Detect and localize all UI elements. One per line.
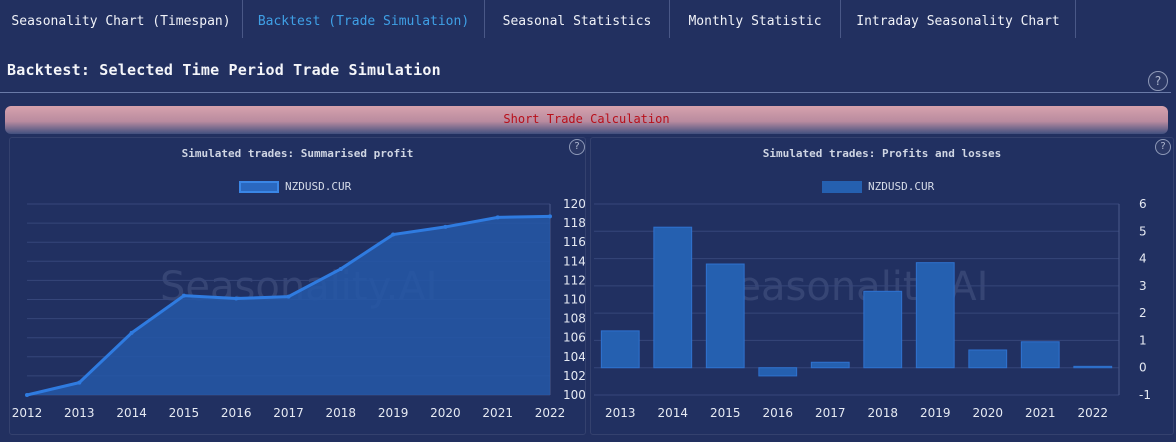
legend-swatch xyxy=(822,180,862,193)
y-tick-label: 3 xyxy=(1139,279,1147,293)
x-tick-label: 2018 xyxy=(326,406,357,420)
y-tick-label: 1 xyxy=(1139,333,1147,347)
data-point[interactable] xyxy=(234,296,239,301)
bar[interactable] xyxy=(915,262,955,369)
data-point[interactable] xyxy=(286,294,291,299)
y-tick-label: 118 xyxy=(563,216,585,230)
y-tick-label: 104 xyxy=(563,350,585,364)
bar[interactable] xyxy=(968,349,1008,369)
chart-title: Simulated trades: Profits and losses xyxy=(762,147,1002,160)
data-point[interactable] xyxy=(495,215,500,220)
y-tick-label: -1 xyxy=(1139,388,1151,402)
help-icon[interactable]: ? xyxy=(569,139,585,155)
tab-monthly-statistic[interactable]: Monthly Statistic xyxy=(670,0,841,38)
bar[interactable] xyxy=(600,330,640,369)
y-tick-label: 5 xyxy=(1139,224,1147,238)
x-tick-label: 2014 xyxy=(116,406,147,420)
x-tick-label: 2019 xyxy=(378,406,409,420)
x-tick-label: 2017 xyxy=(273,406,304,420)
x-tick-label: 2015 xyxy=(169,406,200,420)
bar[interactable] xyxy=(653,226,693,369)
tab-intraday-seasonality[interactable]: Intraday Seasonality Chart xyxy=(841,0,1076,38)
bar[interactable] xyxy=(1073,365,1113,369)
trade-type-label: Short Trade Calculation xyxy=(503,112,670,126)
tab-seasonality-chart[interactable]: Seasonality Chart (Timespan) xyxy=(0,0,243,38)
area-fill xyxy=(27,216,550,395)
help-icon[interactable]: ? xyxy=(1155,139,1171,155)
bar[interactable] xyxy=(758,367,798,377)
bar[interactable] xyxy=(863,290,903,369)
y-tick-label: 2 xyxy=(1139,306,1147,320)
tab-bar: Seasonality Chart (Timespan) Backtest (T… xyxy=(0,0,1176,42)
x-tick-label: 2013 xyxy=(64,406,95,420)
x-tick-label: 2017 xyxy=(815,406,846,420)
y-tick-label: 106 xyxy=(563,331,585,345)
x-tick-label: 2012 xyxy=(12,406,43,420)
x-tick-label: 2015 xyxy=(710,406,741,420)
legend-label: NZDUSD.CUR xyxy=(285,180,352,193)
tab-backtest[interactable]: Backtest (Trade Simulation) xyxy=(243,0,485,38)
x-tick-label: 2022 xyxy=(1077,406,1108,420)
y-tick-label: 116 xyxy=(563,235,585,249)
y-tick-label: 0 xyxy=(1139,361,1147,375)
x-tick-label: 2020 xyxy=(430,406,461,420)
profits-losses-panel: Simulated trades: Profits and losses ? N… xyxy=(590,137,1174,435)
bar[interactable] xyxy=(810,361,850,369)
data-point[interactable] xyxy=(129,330,134,335)
x-tick-label: 2014 xyxy=(657,406,688,420)
y-tick-label: 100 xyxy=(563,388,585,402)
x-tick-label: 2019 xyxy=(920,406,951,420)
divider xyxy=(0,92,1171,93)
summarised-profit-chart: Seasonality.AI 1001021041061081101121141… xyxy=(12,197,585,420)
y-tick-label: 114 xyxy=(563,254,585,268)
data-point[interactable] xyxy=(338,266,343,271)
x-tick-label: 2020 xyxy=(972,406,1003,420)
data-point[interactable] xyxy=(548,214,552,219)
data-point[interactable] xyxy=(25,393,29,397)
data-point[interactable] xyxy=(181,293,186,298)
help-icon[interactable]: ? xyxy=(1148,71,1168,91)
trade-type-band: Short Trade Calculation xyxy=(5,106,1168,134)
chart-legend[interactable]: NZDUSD.CUR xyxy=(239,180,351,193)
x-tick-label: 2013 xyxy=(605,406,636,420)
data-point[interactable] xyxy=(391,232,396,237)
y-tick-label: 110 xyxy=(563,293,585,307)
x-tick-label: 2022 xyxy=(535,406,566,420)
chart-title: Simulated trades: Summarised profit xyxy=(181,147,414,160)
y-tick-label: 108 xyxy=(563,312,585,326)
y-tick-label: 102 xyxy=(563,369,585,383)
y-tick-label: 6 xyxy=(1139,197,1147,211)
x-tick-label: 2021 xyxy=(1025,406,1056,420)
y-tick-label: 120 xyxy=(563,197,585,211)
data-point[interactable] xyxy=(77,380,82,385)
x-tick-label: 2021 xyxy=(482,406,513,420)
x-tick-label: 2016 xyxy=(221,406,252,420)
bar[interactable] xyxy=(1020,341,1060,369)
tab-seasonal-statistics[interactable]: Seasonal Statistics xyxy=(485,0,670,38)
legend-label: NZDUSD.CUR xyxy=(868,180,935,193)
legend-swatch xyxy=(239,180,279,193)
x-tick-label: 2018 xyxy=(867,406,898,420)
x-tick-label: 2016 xyxy=(762,406,793,420)
chart-legend[interactable]: NZDUSD.CUR xyxy=(822,180,934,193)
y-tick-label: 112 xyxy=(563,273,585,287)
y-tick-label: 4 xyxy=(1139,252,1147,266)
data-point[interactable] xyxy=(443,224,448,229)
page-title: Backtest: Selected Time Period Trade Sim… xyxy=(7,61,441,79)
summarised-profit-panel: Simulated trades: Summarised profit ? NZ… xyxy=(9,137,586,435)
bar[interactable] xyxy=(705,263,745,369)
